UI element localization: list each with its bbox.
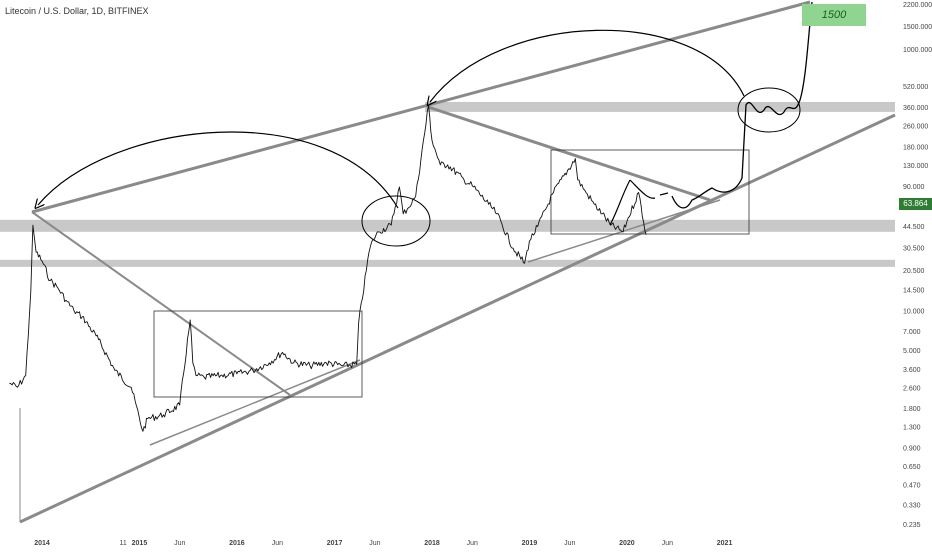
y-tick-label: 14.500 [903, 288, 925, 295]
price-axis: 2200.000 1500.000 1000.000 520.000 360.000 26… [903, 2, 932, 529]
trendline-5 [527, 199, 721, 263]
x-tick-label: 11 [120, 540, 127, 547]
projection-up-1 [609, 179, 631, 226]
y-tick-label: 180.000 [903, 144, 928, 151]
highlight-ellipse-2017 [361, 195, 431, 247]
last-price-badge[interactable]: 63.864 [899, 198, 932, 210]
highlight-ellipses [361, 87, 801, 247]
x-tick-label: Jun [564, 540, 575, 547]
chart-title: Litecoin / U.S. Dollar, 1D, BITFINEX [5, 6, 149, 16]
x-tick-label: Jun [467, 540, 478, 547]
cycle-arc-2017 [38, 131, 399, 208]
target-label: 1500 [802, 4, 866, 26]
y-tick-label: 360.000 [903, 105, 928, 112]
cycle-arcs [38, 29, 745, 208]
cycle-arc-2021 [430, 29, 745, 102]
projection-pullback [629, 179, 656, 199]
y-tick-label: 520.000 [903, 84, 928, 91]
y-tick-label: 3.600 [903, 367, 921, 374]
x-tick-label: 2014 [34, 540, 50, 547]
y-tick-label: 0.235 [903, 522, 921, 529]
highlight-ellipse-target [737, 87, 801, 133]
consolidation-box-0 [153, 310, 363, 398]
y-tick-label: 90.000 [903, 184, 925, 191]
support-resistance-zones [0, 101, 895, 267]
y-tick-label: 0.900 [903, 446, 921, 453]
zone-band-2 [0, 259, 895, 267]
y-tick-label: 2.600 [903, 385, 921, 392]
y-tick-label: 30.500 [903, 245, 925, 252]
zone-band-0 [425, 101, 895, 112]
x-tick-label: 2015 [132, 540, 148, 547]
time-axis: 2014 11 2015 Jun 2016 Jun 2017 Jun 2018 Jun 2019 Ju… [34, 540, 732, 547]
y-tick-label: 1500.000 [903, 24, 932, 31]
y-tick-label: 20.500 [903, 268, 925, 275]
x-tick-label: 2019 [522, 540, 538, 547]
x-tick-label: 2020 [619, 540, 635, 547]
projection-main [659, 1, 813, 209]
x-tick-label: Jun [662, 540, 673, 547]
trendline-4 [149, 359, 361, 446]
consolidation-boxes [153, 149, 750, 398]
consolidation-box-1 [550, 149, 750, 235]
y-tick-label: 44.500 [903, 224, 925, 231]
y-tick-label: 0.650 [903, 464, 921, 471]
y-tick-label: 0.470 [903, 483, 921, 490]
y-tick-label: 0.330 [903, 503, 921, 510]
trendline-2 [31, 211, 291, 396]
y-tick-label: 7.000 [903, 329, 921, 336]
x-tick-label: Jun [174, 540, 185, 547]
y-tick-label: 1000.000 [903, 47, 932, 54]
zone-band-1 [0, 219, 895, 232]
price-series [9, 104, 647, 432]
projection-path [609, 1, 813, 226]
x-tick-label: Jun [272, 540, 283, 547]
x-tick-label: 2018 [424, 540, 440, 547]
y-tick-label: 5.000 [903, 348, 921, 355]
trendline-0 [19, 113, 896, 524]
x-tick-label: 2017 [327, 540, 343, 547]
y-tick-label: 1.300 [903, 425, 921, 432]
y-tick-label: 1.800 [903, 406, 921, 413]
price-line [9, 104, 647, 432]
y-tick-label: 260.000 [903, 123, 928, 130]
x-tick-label: 2021 [717, 540, 733, 547]
y-tick-label: 2200.000 [903, 2, 932, 9]
x-tick-label: Jun [369, 540, 380, 547]
y-tick-label: 130.000 [903, 163, 928, 170]
y-tick-label: 10.000 [903, 309, 925, 316]
trendline-1 [31, 0, 811, 214]
x-tick-label: 2016 [229, 540, 245, 547]
trendline-3 [427, 105, 711, 202]
